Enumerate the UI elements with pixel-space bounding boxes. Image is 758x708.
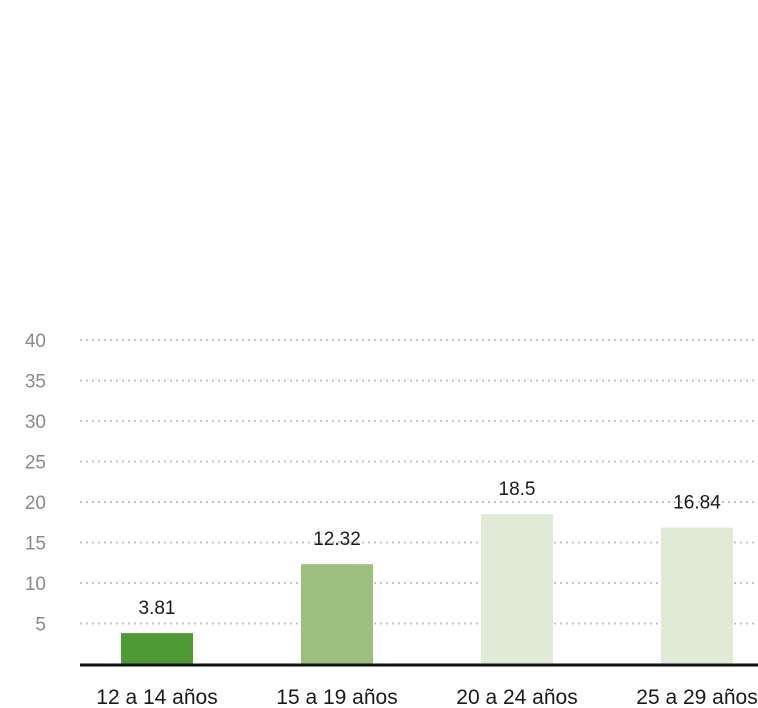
y-tick-label: 25 (25, 453, 46, 474)
x-tick-label: 15 a 19 años (276, 686, 397, 708)
y-axis-tick-labels: 5 10 15 20 25 30 35 40 (25, 331, 46, 636)
y-tick-label: 20 (25, 493, 46, 514)
bar-value-label: 18.5 (499, 479, 536, 500)
y-tick-label: 35 (25, 372, 46, 393)
bar-value-label: 3.81 (139, 598, 176, 619)
x-tick-label: 12 a 14 años (96, 686, 217, 708)
grid-lines (80, 339, 758, 625)
x-tick-label: 25 a 29 años (636, 686, 757, 708)
y-tick-label: 5 (35, 615, 46, 636)
bar-value-label: 12.32 (313, 529, 361, 550)
bar-1 (121, 633, 193, 664)
y-tick-label: 10 (25, 574, 46, 595)
y-tick-label: 15 (25, 534, 46, 555)
bar-3 (481, 514, 553, 664)
bar-value-label: 16.84 (673, 493, 721, 514)
x-tick-label: 20 a 24 años (456, 686, 577, 708)
y-tick-label: 40 (25, 331, 46, 352)
y-tick-label: 30 (25, 412, 46, 433)
bar-2 (301, 564, 373, 664)
bars (121, 514, 733, 664)
bar-4 (661, 527, 733, 664)
bar-value-labels: 3.81 12.32 18.5 16.84 (139, 479, 722, 619)
x-axis-tick-labels: 12 a 14 años 15 a 19 años 20 a 24 años 25 a… (96, 686, 757, 708)
